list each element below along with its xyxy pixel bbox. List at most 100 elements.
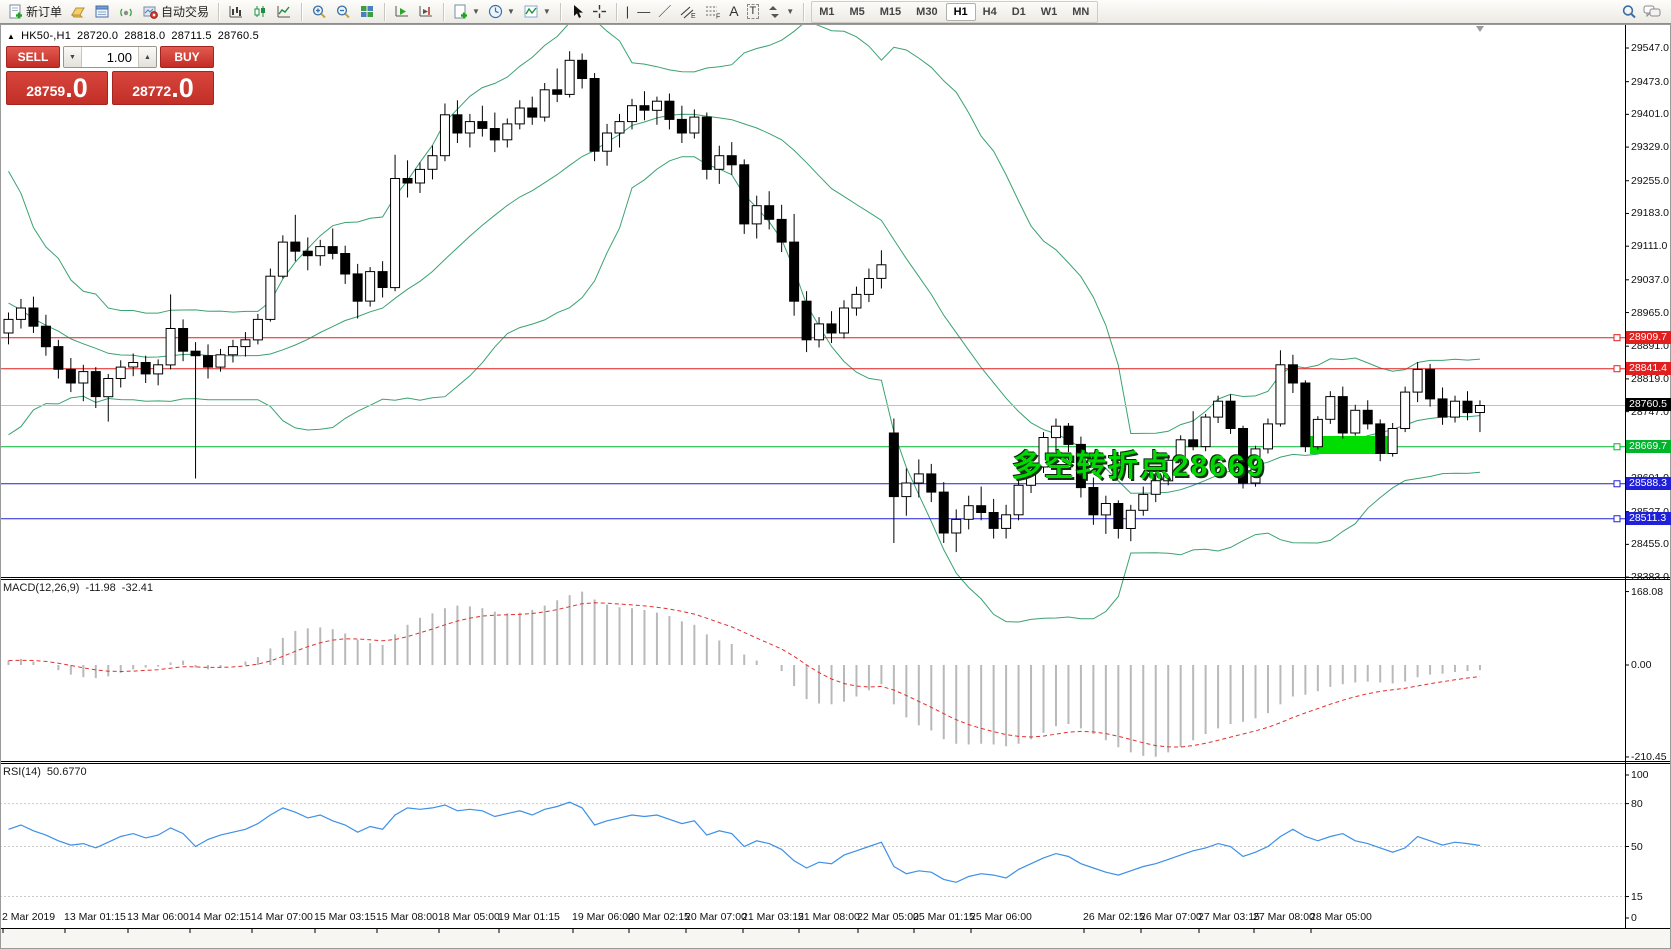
sell-button[interactable]: SELL bbox=[6, 46, 60, 68]
level-price-tag: 28909.7 bbox=[1626, 331, 1671, 344]
timeframe-m5[interactable]: M5 bbox=[849, 5, 865, 18]
level-price-tag: 28511.3 bbox=[1626, 512, 1671, 525]
new-order-button[interactable]: 新订单 bbox=[4, 1, 66, 23]
bollinger-bands[interactable] bbox=[8, 24, 1481, 623]
new-order-icon bbox=[9, 4, 22, 19]
bollinger-upper-band bbox=[8, 24, 1480, 435]
trendline-tool-button[interactable]: ／ bbox=[654, 1, 675, 23]
toolbar-separator bbox=[559, 2, 561, 21]
cursor-tool-button[interactable] bbox=[566, 1, 588, 23]
macd-histogram bbox=[7, 591, 1481, 757]
timeframe-m15[interactable]: M15 bbox=[879, 5, 902, 18]
channel-tool-button[interactable]: E bbox=[675, 1, 700, 23]
arrows-tool-button[interactable]: ▼ bbox=[763, 1, 798, 23]
macd-name: MACD(12,26,9) bbox=[3, 582, 80, 594]
level-handle bbox=[1613, 443, 1621, 451]
price-tick-label: 28455.0 bbox=[1631, 538, 1669, 550]
ohlc-open: 28720.0 bbox=[77, 30, 119, 42]
timeframe-m1[interactable]: M1 bbox=[819, 5, 835, 18]
level-line-28588.3[interactable] bbox=[0, 480, 1625, 488]
crosshair-tool-button[interactable] bbox=[588, 1, 611, 23]
timeframe-mn[interactable]: MN bbox=[1072, 5, 1090, 18]
toolbar: 新订单 自动交易 bbox=[0, 0, 1671, 24]
text-tool-icon: A bbox=[729, 3, 739, 19]
sell-price[interactable]: 28759.0 bbox=[6, 71, 108, 105]
signals-icon bbox=[120, 8, 132, 17]
chart-shift-button[interactable] bbox=[414, 1, 438, 23]
time-axis-label: 13 Mar 01:15 bbox=[64, 911, 126, 923]
data-window-button[interactable] bbox=[90, 1, 114, 23]
time-axis-label: 28 Mar 05:00 bbox=[1310, 911, 1372, 923]
time-axis-label: 2 Mar 2019 bbox=[2, 911, 56, 923]
auto-scroll-button[interactable] bbox=[390, 1, 414, 23]
tile-windows-icon bbox=[361, 6, 374, 17]
bar-chart-mode-button[interactable] bbox=[224, 1, 248, 23]
market-watch-button[interactable] bbox=[66, 1, 90, 23]
timeframe-d1[interactable]: D1 bbox=[1011, 5, 1026, 18]
rsi-tick-label: 50 bbox=[1631, 841, 1643, 853]
candles bbox=[3, 51, 1485, 553]
level-line-28909.7[interactable] bbox=[0, 334, 1625, 342]
zoom-out-button[interactable] bbox=[331, 1, 355, 23]
candlestick-mode-button[interactable] bbox=[248, 1, 272, 23]
macd-label: MACD(12,26,9) -11.98 -32.41 bbox=[3, 582, 153, 594]
toolbar-separator bbox=[218, 2, 220, 21]
toolbar-separator bbox=[803, 2, 805, 21]
timeframe-w1[interactable]: W1 bbox=[1040, 5, 1058, 18]
fibonacci-tool-button[interactable]: F bbox=[700, 1, 725, 23]
level-line-28841.4[interactable] bbox=[0, 365, 1625, 373]
horizontal-line-tool-button[interactable]: — bbox=[633, 1, 654, 23]
macd-main-value: -11.98 bbox=[85, 582, 116, 594]
new-chart-icon bbox=[454, 4, 468, 19]
chevron-down-icon: ▼ bbox=[506, 7, 515, 16]
autotrading-button[interactable]: 自动交易 bbox=[138, 1, 213, 23]
time-axis-label: 22 Mar 05:00 bbox=[857, 911, 919, 923]
profiles-button[interactable]: ▼ bbox=[484, 1, 519, 23]
price-tick-label: 29401.0 bbox=[1631, 108, 1669, 120]
timeframe-h1[interactable]: H1 bbox=[945, 2, 976, 21]
line-chart-icon bbox=[277, 6, 291, 18]
buy-price[interactable]: 28772.0 bbox=[112, 71, 214, 105]
chevron-down-icon: ▼ bbox=[472, 7, 480, 16]
toolbar-separator bbox=[384, 2, 386, 21]
volume-increase-button[interactable]: ▲ bbox=[138, 47, 156, 67]
price-tick-label: 28383.0 bbox=[1631, 571, 1669, 583]
buy-button[interactable]: BUY bbox=[160, 46, 214, 68]
symbol-marker-icon: ▲ bbox=[7, 31, 16, 41]
buy-price-main: 28772 bbox=[132, 83, 172, 99]
timeframe-m30[interactable]: M30 bbox=[916, 5, 938, 18]
search-icon[interactable] bbox=[1621, 4, 1637, 20]
equidistant-channel-icon: E bbox=[680, 6, 696, 19]
crosshair-icon bbox=[592, 5, 606, 18]
text-tool-button[interactable]: A bbox=[725, 1, 742, 23]
data-window-icon bbox=[95, 5, 109, 18]
macd-tick-label: 168.08 bbox=[1631, 586, 1664, 598]
market-watch-icon bbox=[70, 7, 85, 18]
signals-button[interactable] bbox=[114, 1, 138, 23]
autotrading-icon bbox=[143, 6, 158, 19]
price-tick-label: 29547.0 bbox=[1631, 42, 1669, 54]
text-label-tool-button[interactable]: T bbox=[743, 1, 764, 23]
time-axis-label: 26 Mar 02:15 bbox=[1083, 911, 1145, 923]
level-line-28511.3[interactable] bbox=[0, 515, 1625, 523]
arrows-icon bbox=[769, 6, 780, 18]
annotation-text[interactable]: 多空转折点28669 bbox=[1012, 450, 1266, 483]
chart-canvas[interactable] bbox=[0, 24, 1671, 949]
line-chart-mode-button[interactable] bbox=[272, 1, 296, 23]
time-axis[interactable] bbox=[0, 929, 1671, 949]
volume-value[interactable]: 1.00 bbox=[106, 49, 132, 65]
timeframe-h4[interactable]: H4 bbox=[982, 5, 997, 18]
chart-shift-marker[interactable] bbox=[1476, 26, 1484, 32]
new-chart-button[interactable]: ▼ bbox=[449, 1, 484, 23]
tile-windows-button[interactable] bbox=[355, 1, 379, 23]
chevron-down-icon: ▼ bbox=[786, 7, 795, 16]
rsi-value: 50.6770 bbox=[46, 766, 87, 778]
vertical-line-tool-button[interactable]: | bbox=[622, 1, 633, 23]
volume-decrease-button[interactable]: ▼ bbox=[64, 47, 82, 67]
time-axis-label: 25 Mar 01:15 bbox=[913, 911, 975, 923]
chat-icon[interactable] bbox=[1643, 4, 1661, 20]
symbol-info-bar: ▲ HK50-,H1 28720.0 28818.0 28711.5 28760… bbox=[7, 30, 259, 42]
zoom-in-button[interactable] bbox=[307, 1, 331, 23]
indicators-button[interactable]: ▼ bbox=[519, 1, 555, 23]
